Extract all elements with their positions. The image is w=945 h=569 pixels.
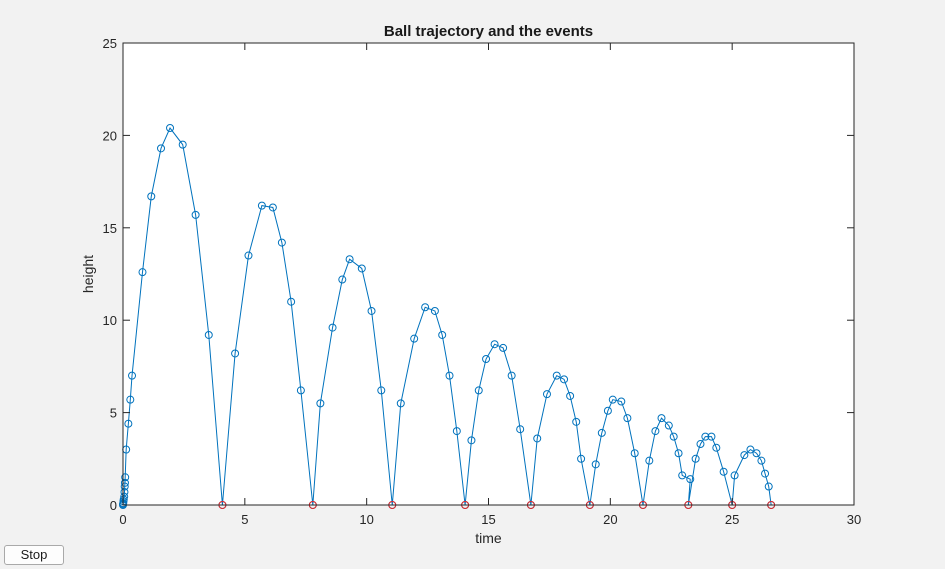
trajectory-point (287, 297, 296, 306)
trajectory-point (138, 268, 147, 277)
trajectory-point (591, 460, 600, 469)
trajectory-point (120, 478, 129, 487)
trajectory-point (623, 414, 632, 423)
trajectory-point (507, 371, 516, 380)
trajectory-point (430, 306, 439, 315)
trajectory-point (533, 434, 542, 443)
trajectory-point (552, 371, 561, 380)
trajectory-point (345, 255, 354, 264)
trajectory-point (377, 386, 386, 395)
trajectory-point (645, 456, 654, 465)
trajectory-point (357, 264, 366, 273)
trajectory-point (157, 144, 166, 153)
x-tick-label: 25 (725, 512, 739, 527)
trajectory-point (421, 303, 430, 312)
trajectory-point (617, 397, 626, 406)
trajectory-point (542, 390, 551, 399)
trajectory-point (166, 124, 175, 133)
trajectory-point (764, 482, 773, 491)
trajectory-point (630, 449, 639, 458)
trajectory-point (701, 432, 710, 441)
trajectory-point (328, 323, 337, 332)
trajectory-point (560, 375, 569, 384)
stop-button[interactable]: Stop (4, 545, 64, 565)
trajectory-point (178, 140, 187, 149)
trajectory-point (752, 449, 761, 458)
trajectory-point (191, 210, 200, 219)
y-tick-label: 25 (103, 36, 117, 51)
trajectory-point (730, 471, 739, 480)
trajectory-point (696, 440, 705, 449)
trajectory-line (122, 127, 772, 506)
trajectory-point (746, 445, 755, 454)
trajectory-point (445, 371, 454, 380)
trajectory-point (438, 330, 447, 339)
trajectory-point (678, 471, 687, 480)
trajectory-point (244, 251, 253, 260)
trajectory-point (410, 334, 419, 343)
trajectory-point (296, 386, 305, 395)
trajectory-point (120, 488, 129, 497)
y-tick-label: 10 (103, 313, 117, 328)
trajectory-point (126, 395, 135, 404)
trajectory-point (657, 414, 666, 423)
plot-area (123, 43, 854, 505)
x-tick-label: 30 (847, 512, 861, 527)
x-tick-label: 15 (481, 512, 495, 527)
x-tick-label: 5 (241, 512, 248, 527)
y-tick-label: 5 (110, 406, 117, 421)
trajectory-point (707, 432, 716, 441)
trajectory-point (651, 427, 660, 436)
trajectory-point (367, 306, 376, 315)
trajectory-point (120, 482, 129, 491)
y-tick-label: 20 (103, 128, 117, 143)
trajectory-point (120, 492, 129, 501)
y-axis-label: height (80, 255, 96, 293)
x-tick-label: 10 (359, 512, 373, 527)
trajectory-point (712, 443, 721, 452)
trajectory-point (761, 469, 770, 478)
trajectory-point (572, 417, 581, 426)
trajectory-point (316, 399, 325, 408)
trajectory-point (277, 238, 286, 247)
trajectory-point (257, 201, 266, 210)
trajectory-point (204, 330, 213, 339)
trajectory-point (516, 425, 525, 434)
trajectory-point (566, 391, 575, 400)
trajectory-point (608, 395, 617, 404)
trajectory-point (577, 454, 586, 463)
trajectory-point (121, 473, 130, 482)
trajectory-point (482, 355, 491, 364)
trajectory-point (467, 436, 476, 445)
trajectory-point (686, 475, 695, 484)
x-tick-label: 20 (603, 512, 617, 527)
trajectory-point (674, 449, 683, 458)
chart-title: Ball trajectory and the events (384, 23, 593, 40)
trajectory-point (396, 399, 405, 408)
trajectory-point (757, 456, 766, 465)
trajectory-point (691, 454, 700, 463)
trajectory-point (452, 427, 461, 436)
trajectory-point (603, 406, 612, 415)
trajectory-point (490, 340, 499, 349)
y-tick-label: 15 (103, 221, 117, 236)
trajectory-point (669, 432, 678, 441)
trajectory-point (128, 371, 137, 380)
trajectory-point (499, 343, 508, 352)
trajectory-point (147, 192, 156, 201)
trajectory-point (268, 203, 277, 212)
trajectory-point (597, 428, 606, 437)
x-axis-label: time (475, 530, 502, 546)
trajectory-point (664, 421, 673, 430)
trajectory-point (124, 419, 133, 428)
trajectory-point (740, 451, 749, 460)
trajectory-point (719, 467, 728, 476)
trajectory-point (231, 349, 240, 358)
x-tick-label: 0 (119, 512, 126, 527)
y-tick-label: 0 (110, 498, 117, 513)
trajectory-point (474, 386, 483, 395)
trajectory-point (338, 275, 347, 284)
ticks-layer: 0 5 10 15 20 25 30 0 5 10 15 20 25 (103, 36, 862, 527)
